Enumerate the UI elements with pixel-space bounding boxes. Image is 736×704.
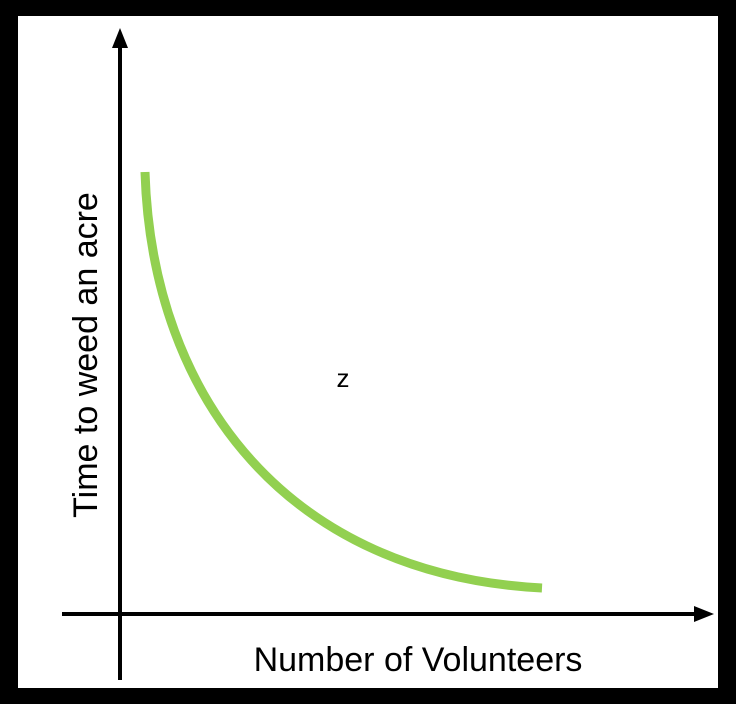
curve — [140, 171, 543, 593]
y-axis-label: Time to weed an acre — [67, 192, 105, 518]
y-axis-arrow — [112, 28, 128, 48]
x-axis-arrow — [694, 606, 714, 622]
canvas — [18, 16, 718, 688]
annotation: z — [337, 363, 350, 393]
x-axis-label: Number of Volunteers — [254, 641, 583, 679]
